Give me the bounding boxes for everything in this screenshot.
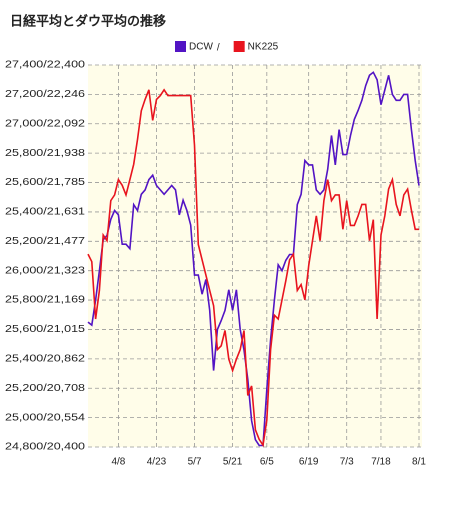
x-tick-label: 7/3 [340,457,354,468]
x-tick-label: 6/19 [299,457,319,468]
y-tick-label: 27,200/22,246 [5,89,86,100]
legend-label: NK225 [248,42,279,53]
x-tick-label: 5/7 [188,457,202,468]
y-tick-label: 25,000/20,554 [5,412,86,423]
legend-swatch [175,41,186,52]
y-tick-label: 25,800/21,169 [5,295,86,306]
y-tick-label: 27,400/22,400 [5,60,86,71]
chart-title: 日経平均とダウ平均の推移 [10,13,166,28]
x-tick-label: 7/18 [371,457,391,468]
y-tick-label: 24,800/20,400 [5,442,86,453]
y-tick-label: 26,000/21,323 [5,265,86,276]
x-tick-label: 6/5 [260,457,274,468]
x-tick-label: 4/8 [111,457,125,468]
y-tick-label: 25,200/20,708 [5,383,86,394]
x-tick-label: 5/21 [223,457,243,468]
y-tick-label: 25,400/21,631 [5,207,86,218]
series-line [87,88,419,448]
legend-swatch [233,41,245,52]
plot-area [88,65,422,447]
y-tick-label: 25,800/21,938 [5,148,86,159]
y-tick-label: 27,000/22,092 [5,118,86,129]
series-line [87,71,420,447]
legend-separator: / [217,43,220,54]
y-tick-label: 25,600/21,015 [5,324,86,335]
legend-label: DCW [189,42,213,53]
y-tick-label: 25,600/21,785 [5,177,86,188]
y-tick-label: 25,400/20,862 [5,353,86,364]
x-tick-label: 4/23 [147,457,167,468]
y-tick-label: 25,200/21,477 [5,236,86,247]
x-tick-label: 8/1 [412,457,426,468]
